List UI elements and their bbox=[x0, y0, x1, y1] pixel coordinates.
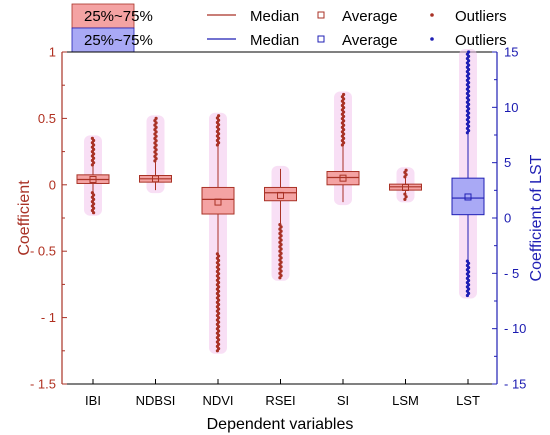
box-series bbox=[76, 50, 485, 353]
x-tick-label: LSM bbox=[392, 393, 419, 408]
y-axis-right-title: Coefficient of LST bbox=[528, 154, 545, 281]
y-left-tick-label: 0.5 bbox=[38, 111, 56, 126]
outlier-point-high-ndbsi bbox=[154, 116, 158, 120]
outlier-point-high-si bbox=[342, 92, 346, 97]
legend-outliers-blue-label: Outliers bbox=[455, 32, 507, 49]
x-tick-label: LST bbox=[456, 393, 480, 408]
x-axis-title: Dependent variables bbox=[207, 416, 354, 433]
mean-marker-lsm bbox=[402, 183, 409, 191]
legend-box-red bbox=[71, 3, 135, 29]
mean-marker-rsei bbox=[277, 191, 284, 199]
mean-marker-ndbsi bbox=[152, 175, 159, 183]
box-iqr-lst bbox=[451, 177, 485, 216]
legend-average-red-swatch bbox=[317, 11, 325, 19]
legend-average-blue-label: Average bbox=[342, 32, 398, 49]
outlier-point-high-lsm bbox=[404, 168, 408, 172]
legend-box-blue-label: 25%~75% bbox=[84, 32, 153, 49]
box-iqr-ndvi bbox=[201, 186, 235, 215]
x-tick-label: SI bbox=[337, 393, 349, 408]
y-right-tick-label: 0 bbox=[504, 211, 511, 226]
outlier-point-low-lsm bbox=[403, 192, 407, 196]
outlier-point-high-ibi bbox=[90, 136, 94, 140]
y-right-tick-label: - 15 bbox=[504, 377, 526, 392]
mean-marker-lst bbox=[464, 193, 472, 201]
y-right-tick-label: - 5 bbox=[504, 266, 519, 281]
outlier-point-high-ndvi bbox=[217, 114, 221, 118]
x-tick-label: NDVI bbox=[202, 393, 233, 408]
y-left-tick-label: - 1 bbox=[41, 310, 56, 325]
y-axis-left-title: Coefficient bbox=[16, 180, 33, 256]
outlier-point-low-lsm bbox=[403, 197, 407, 202]
x-tick-label: RSEI bbox=[265, 393, 295, 408]
y-right-tick-label: 15 bbox=[504, 45, 518, 60]
y-left-tick-label: - 0.5 bbox=[30, 244, 56, 259]
legend-average-red-label: Average bbox=[342, 8, 398, 25]
outlier-point-low-ibi bbox=[92, 211, 96, 215]
y-left-tick-label: 1 bbox=[49, 45, 56, 60]
mean-marker-ndvi bbox=[214, 198, 222, 206]
axes: 1 0.5 0 - 0.5 - 1 - 1.5 15 10 5 0 - 5 - 10 - 15 IBI ND… bbox=[30, 45, 526, 409]
mean-marker-ibi bbox=[89, 175, 97, 183]
legend-outliers-red-swatch bbox=[430, 13, 434, 17]
x-tick-label: NDBSI bbox=[136, 393, 176, 408]
box-iqr-rsei bbox=[264, 186, 297, 202]
mean-marker-si bbox=[339, 174, 347, 182]
outlier-point-low-lsm bbox=[404, 195, 408, 199]
y-left-tick-label: 0 bbox=[49, 177, 56, 192]
y-left-tick-label: - 1.5 bbox=[30, 377, 56, 392]
legend-median-blue-label: Median bbox=[250, 32, 299, 49]
legend: 25%~75% Median Average Outliers 25%~75% … bbox=[71, 3, 507, 53]
y-right-tick-label: 10 bbox=[504, 100, 518, 115]
outlier-point-high-lst bbox=[467, 50, 471, 54]
outlier-point-low-rsei bbox=[278, 276, 282, 280]
y-right-tick-label: - 10 bbox=[504, 321, 526, 336]
legend-box-red-label: 25%~75% bbox=[84, 8, 153, 25]
y-right-tick-label: 5 bbox=[504, 155, 511, 170]
x-tick-label: IBI bbox=[85, 393, 101, 408]
outlier-point-low-ndvi bbox=[215, 349, 219, 353]
legend-average-blue-swatch bbox=[317, 35, 325, 43]
legend-median-red-label: Median bbox=[250, 8, 299, 25]
box-iqr-si bbox=[326, 171, 360, 186]
legend-outliers-red-label: Outliers bbox=[455, 8, 507, 25]
legend-box-blue bbox=[71, 27, 135, 53]
legend-outliers-blue-swatch bbox=[430, 37, 434, 41]
outlier-point-low-lst bbox=[465, 293, 469, 298]
